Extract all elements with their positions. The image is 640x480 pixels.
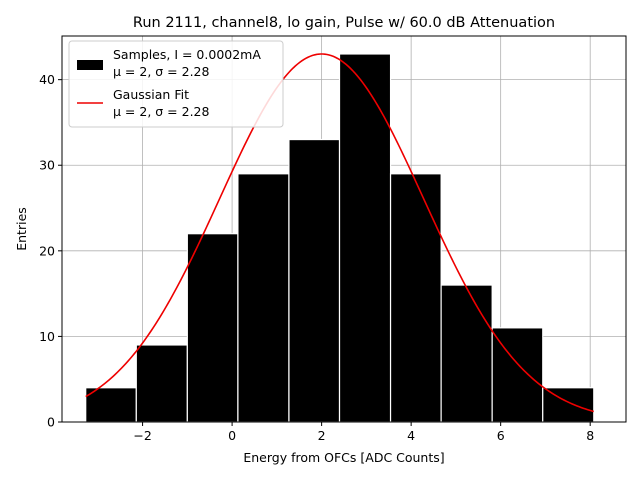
plot-area-frame xyxy=(61,35,627,423)
histogram-bar xyxy=(186,233,239,423)
x-tick-label: 4 xyxy=(407,428,415,443)
histogram-bar xyxy=(288,138,341,423)
x-tick-label: 6 xyxy=(497,428,505,443)
y-tick-label: 10 xyxy=(39,329,55,344)
y-tick-label: 40 xyxy=(39,72,55,87)
legend-samples-swatch xyxy=(77,60,103,70)
histogram-bar xyxy=(440,284,493,423)
x-axis-ticks: −2 0 2 4 6 8 xyxy=(133,422,594,443)
y-tick-label: 20 xyxy=(39,243,55,258)
x-tick-label: 2 xyxy=(318,428,326,443)
legend-samples-label: Samples, I = 0.0002mA xyxy=(113,47,261,62)
y-axis-label: Entries xyxy=(14,207,29,251)
y-tick-label: 30 xyxy=(39,158,55,173)
histogram-bar xyxy=(135,344,188,423)
x-tick-label: 8 xyxy=(586,428,594,443)
y-axis-ticks: 0 10 20 30 40 xyxy=(39,72,62,430)
histogram-bar xyxy=(237,173,290,423)
chart-title: Run 2111, channel8, lo gain, Pulse w/ 60… xyxy=(133,15,555,31)
histogram-bar xyxy=(85,387,137,423)
x-tick-label: −2 xyxy=(133,428,151,443)
legend: Samples, I = 0.0002mA μ = 2, σ = 2.28 Ga… xyxy=(68,40,284,128)
x-tick-label: 0 xyxy=(228,428,236,443)
gaussian-fit-layer xyxy=(85,53,594,413)
histogram-bar xyxy=(542,387,595,423)
y-tick-label: 0 xyxy=(47,415,55,430)
histogram-bar xyxy=(338,53,392,423)
histogram-bar xyxy=(389,173,442,423)
legend-frame xyxy=(68,40,284,128)
histogram-bars xyxy=(85,53,595,423)
legend-fit-stats: μ = 2, σ = 2.28 xyxy=(113,104,209,119)
gaussian-fit-curve xyxy=(85,53,594,413)
x-axis-label: Energy from OFCs [ADC Counts] xyxy=(243,450,444,465)
legend-fit-label: Gaussian Fit xyxy=(113,87,189,102)
legend-samples-stats: μ = 2, σ = 2.28 xyxy=(113,64,209,79)
